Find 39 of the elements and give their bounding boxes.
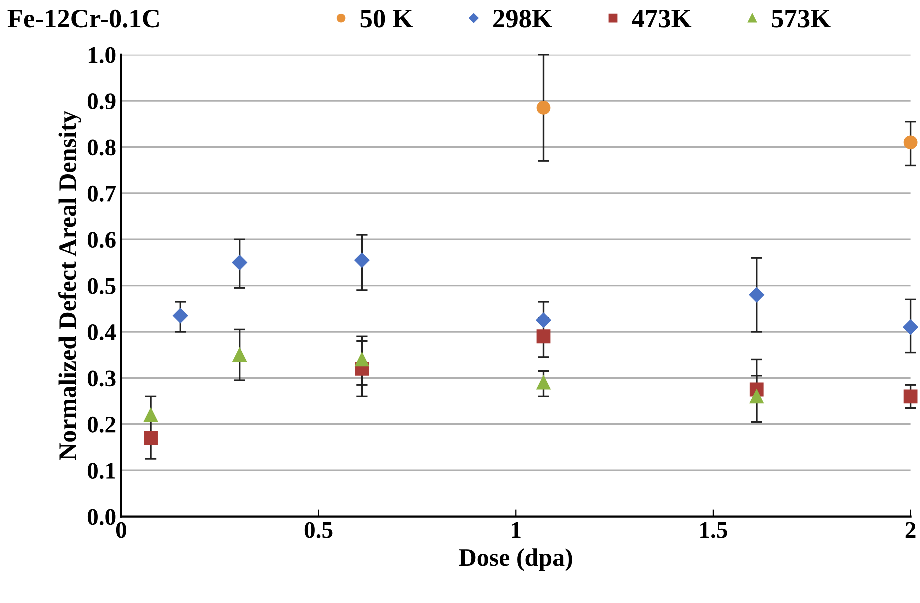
- x-tick-label: 1.5: [700, 522, 728, 538]
- point: [173, 308, 188, 324]
- y-tick-label: 0.3: [88, 370, 116, 387]
- x-axis-title: Dose (dpa): [459, 548, 572, 572]
- y-tick-label: 0.2: [88, 416, 116, 433]
- x-tick-label: 2: [906, 522, 916, 538]
- legend-label: 50 K: [360, 10, 414, 28]
- y-tick-label: 0.8: [88, 140, 116, 156]
- y-tick-label: 0.1: [88, 463, 116, 480]
- y-tick-label: 0.4: [88, 324, 116, 341]
- point: [354, 252, 370, 268]
- point: [536, 376, 551, 390]
- chart-title: Fe-12Cr-0.1C: [8, 10, 159, 28]
- point: [536, 330, 551, 344]
- point: [144, 408, 158, 422]
- point: [904, 390, 918, 404]
- y-tick-label: 0.7: [88, 186, 116, 202]
- y-tick-label: 1.0: [88, 47, 116, 64]
- x-tick-label: 0.5: [304, 522, 333, 538]
- point: [750, 390, 764, 404]
- legend-label: 473K: [632, 10, 692, 28]
- legend-label: 573K: [772, 10, 831, 28]
- y-tick-label: 0.6: [88, 232, 116, 248]
- y-tick-label: 0.5: [88, 278, 116, 294]
- legend-label: 298K: [494, 10, 552, 28]
- y-axis-title: Normalized Defect Areal Density: [58, 111, 82, 460]
- point: [355, 352, 370, 367]
- point: [903, 320, 918, 335]
- point: [749, 287, 764, 303]
- point: [536, 101, 551, 115]
- y-tick-label: 0.0: [88, 509, 116, 526]
- point: [144, 431, 158, 446]
- point: [232, 348, 247, 362]
- point: [232, 255, 248, 270]
- point: [904, 136, 918, 150]
- x-tick-label: 0: [116, 522, 126, 538]
- y-tick-label: 0.9: [88, 94, 116, 110]
- point: [536, 312, 552, 328]
- x-tick-label: 1: [512, 522, 521, 538]
